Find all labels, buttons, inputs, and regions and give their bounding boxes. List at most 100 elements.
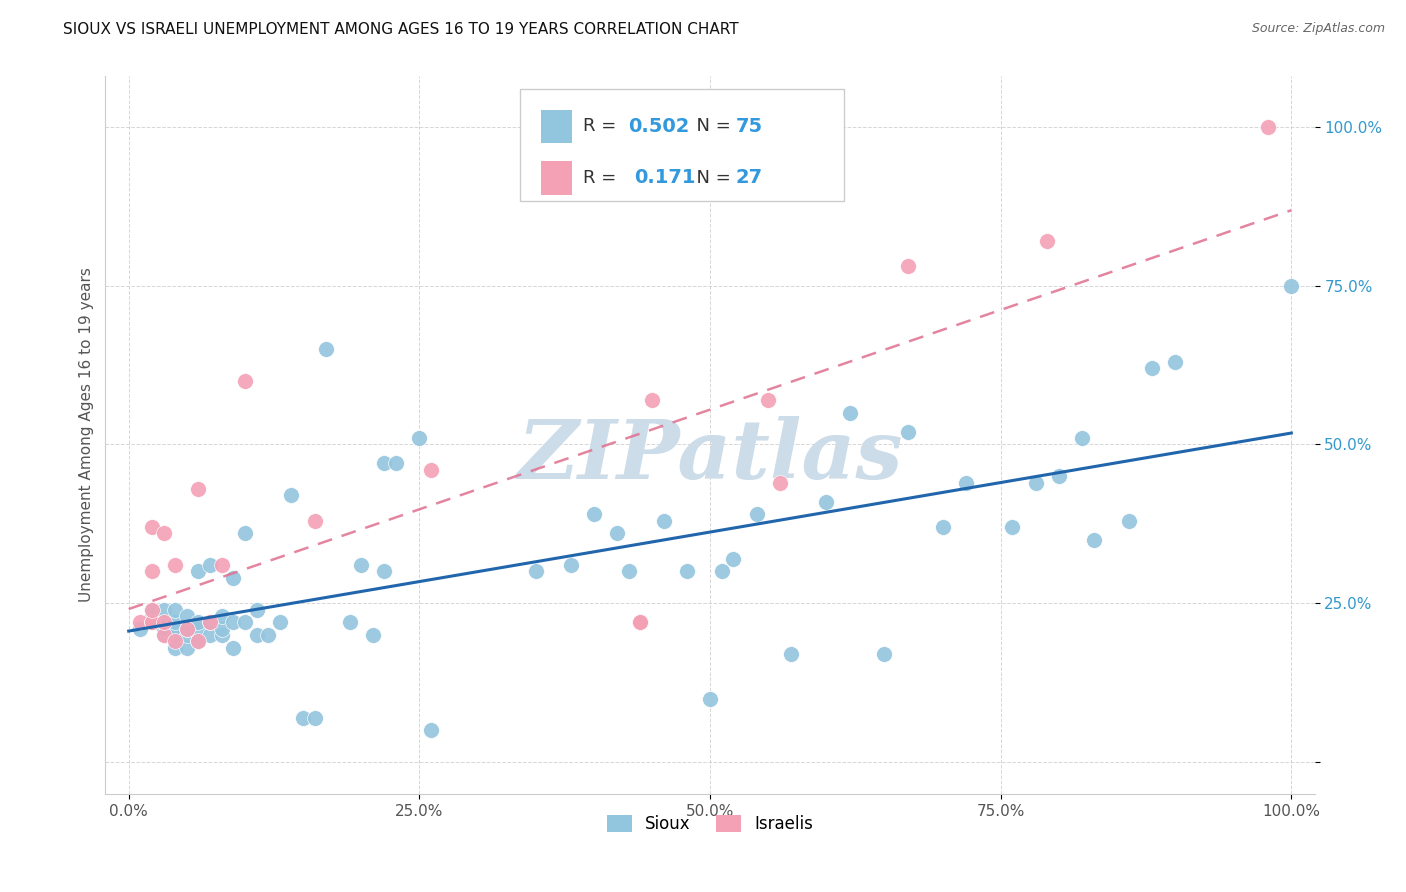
- Text: 0.502: 0.502: [628, 117, 690, 136]
- Point: [165, 634, 187, 648]
- Point: [350, 558, 373, 573]
- Point: [815, 494, 838, 508]
- Point: [246, 602, 269, 616]
- Point: [187, 615, 209, 630]
- Point: [710, 565, 733, 579]
- Point: [165, 602, 187, 616]
- Point: [628, 615, 651, 630]
- Point: [373, 457, 395, 471]
- Point: [129, 622, 152, 636]
- Point: [292, 711, 315, 725]
- Point: [165, 558, 187, 573]
- Point: [198, 615, 221, 630]
- Point: [385, 457, 408, 471]
- Point: [1001, 520, 1024, 534]
- Point: [931, 520, 953, 534]
- Point: [176, 628, 198, 642]
- Point: [141, 609, 163, 624]
- Point: [1083, 533, 1105, 547]
- Point: [606, 526, 628, 541]
- Point: [524, 565, 547, 579]
- Point: [222, 640, 245, 655]
- Point: [339, 615, 361, 630]
- Point: [129, 615, 152, 630]
- Point: [198, 628, 221, 642]
- Text: N =: N =: [685, 169, 737, 186]
- Point: [257, 628, 280, 642]
- Point: [420, 463, 443, 477]
- Point: [1140, 361, 1163, 376]
- Point: [617, 565, 640, 579]
- Point: [233, 526, 256, 541]
- Text: 0.171: 0.171: [634, 169, 696, 187]
- Point: [176, 622, 198, 636]
- Point: [1164, 355, 1187, 369]
- Point: [373, 565, 395, 579]
- Point: [1025, 475, 1047, 490]
- Point: [582, 508, 605, 522]
- Point: [152, 526, 174, 541]
- Point: [141, 602, 163, 616]
- Point: [211, 609, 233, 624]
- Point: [560, 558, 582, 573]
- Point: [628, 615, 651, 630]
- Point: [745, 508, 768, 522]
- Point: [187, 634, 209, 648]
- Point: [675, 565, 697, 579]
- Point: [304, 711, 326, 725]
- Point: [176, 622, 198, 636]
- Point: [211, 558, 233, 573]
- Point: [211, 628, 233, 642]
- Point: [198, 558, 221, 573]
- Point: [141, 565, 163, 579]
- Point: [152, 628, 174, 642]
- Point: [176, 609, 198, 624]
- Legend: Sioux, Israelis: Sioux, Israelis: [600, 808, 820, 839]
- Point: [628, 615, 651, 630]
- Text: SIOUX VS ISRAELI UNEMPLOYMENT AMONG AGES 16 TO 19 YEARS CORRELATION CHART: SIOUX VS ISRAELI UNEMPLOYMENT AMONG AGES…: [63, 22, 740, 37]
- Point: [222, 615, 245, 630]
- Point: [1118, 514, 1140, 528]
- Point: [187, 482, 209, 496]
- Point: [141, 615, 163, 630]
- Point: [141, 520, 163, 534]
- Point: [1257, 120, 1279, 134]
- Point: [211, 622, 233, 636]
- Point: [152, 615, 174, 630]
- Point: [304, 514, 326, 528]
- Text: ZIPatlas: ZIPatlas: [517, 417, 903, 496]
- Point: [1279, 278, 1302, 293]
- Point: [641, 392, 664, 407]
- Text: R =: R =: [583, 118, 623, 136]
- Point: [756, 392, 779, 407]
- Point: [699, 691, 721, 706]
- Text: 75: 75: [735, 117, 762, 136]
- Point: [187, 565, 209, 579]
- Text: N =: N =: [685, 118, 737, 136]
- Point: [361, 628, 384, 642]
- Point: [873, 647, 896, 661]
- Point: [141, 615, 163, 630]
- Point: [233, 374, 256, 388]
- Y-axis label: Unemployment Among Ages 16 to 19 years: Unemployment Among Ages 16 to 19 years: [79, 268, 94, 602]
- Point: [187, 634, 209, 648]
- Point: [222, 571, 245, 585]
- Point: [141, 602, 163, 616]
- Point: [315, 342, 337, 356]
- Point: [152, 615, 174, 630]
- Point: [198, 615, 221, 630]
- Point: [1047, 469, 1070, 483]
- Point: [955, 475, 977, 490]
- Point: [280, 488, 302, 502]
- Point: [897, 260, 920, 274]
- Point: [420, 723, 443, 738]
- Point: [769, 475, 792, 490]
- Text: R =: R =: [583, 169, 628, 186]
- Point: [246, 628, 269, 642]
- Point: [165, 622, 187, 636]
- Point: [233, 615, 256, 630]
- Point: [165, 615, 187, 630]
- Point: [723, 551, 745, 566]
- Point: [152, 628, 174, 642]
- Point: [152, 622, 174, 636]
